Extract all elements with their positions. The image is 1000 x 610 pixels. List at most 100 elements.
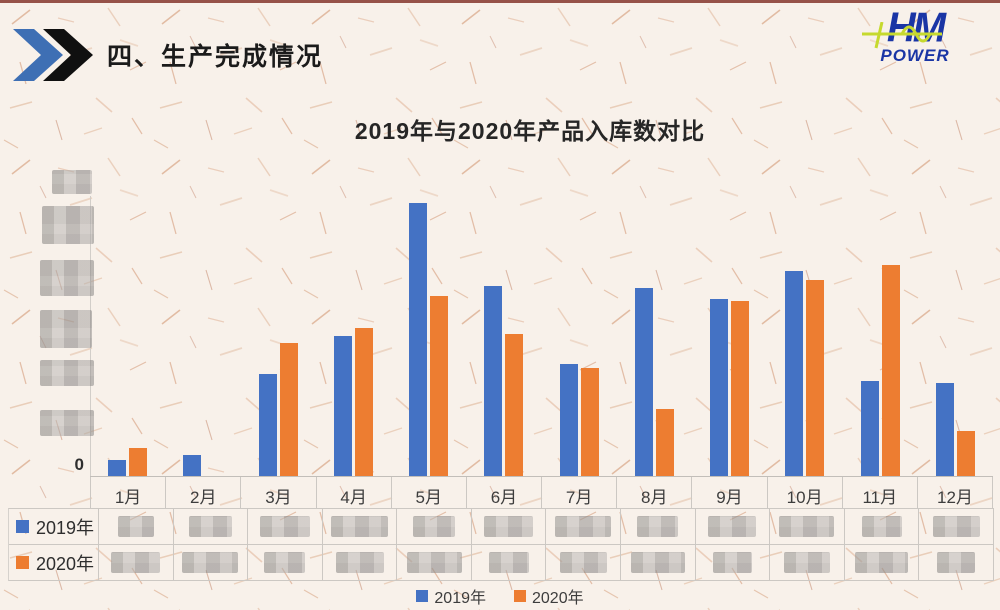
- redacted-value: [932, 516, 980, 537]
- table-cell-redacted: [247, 509, 322, 544]
- table-cell-redacted: [172, 545, 248, 580]
- bar-2019年-12月: [935, 383, 954, 476]
- y-axis-line: [90, 196, 91, 476]
- bar-2020年-6月: [505, 334, 524, 476]
- slide-header: 四、生产完成情况 HM POWER: [0, 0, 1000, 95]
- bar-2019年-9月: [710, 299, 729, 476]
- redacted-value: [779, 516, 835, 537]
- category-group: [542, 196, 617, 476]
- bar-2019年-2月: [183, 455, 202, 476]
- x-axis-label: 2月: [165, 477, 240, 508]
- table-cell-redacted: [918, 545, 994, 580]
- bar-2019年-6月: [484, 286, 503, 476]
- bar-2019年-11月: [860, 381, 879, 476]
- bar-2020年-7月: [580, 368, 599, 476]
- redacted-value: [259, 516, 310, 537]
- x-axis-label: 6月: [465, 477, 541, 508]
- table-row: 2019年: [9, 509, 994, 544]
- legend-key-icon: [514, 590, 526, 602]
- redacted-value: [188, 516, 232, 537]
- bar-2019年-7月: [559, 364, 578, 476]
- x-axis-label: 4月: [315, 477, 391, 508]
- bar-2020年-5月: [430, 296, 449, 476]
- category-group: [90, 196, 165, 476]
- table-cell-redacted: [843, 509, 919, 544]
- x-axis-label: 3月: [240, 477, 315, 508]
- y-axis-zero-label: 0: [74, 455, 84, 474]
- category-group: [316, 196, 391, 476]
- redacted-value: [708, 516, 757, 537]
- bar-2019年-3月: [258, 374, 277, 476]
- category-group: [391, 196, 466, 476]
- bar-2019年-5月: [409, 203, 428, 476]
- table-cell-redacted: [918, 509, 994, 544]
- redacted-value: [555, 516, 612, 537]
- redacted-value: [783, 552, 830, 573]
- redacted-y-tick: [40, 260, 94, 296]
- bar-2019年-10月: [785, 271, 804, 476]
- redacted-value: [413, 516, 456, 537]
- bar-chart-plot-area: [90, 196, 993, 476]
- redacted-value: [331, 516, 389, 537]
- redacted-value: [182, 552, 239, 573]
- x-axis-line: [90, 476, 993, 477]
- x-axis-label: 9月: [691, 477, 766, 508]
- bar-2020年-11月: [881, 265, 900, 476]
- redacted-y-tick: [40, 310, 92, 348]
- bar-2020年-12月: [956, 431, 975, 476]
- category-group: [617, 196, 692, 476]
- table-row-label: 2019年: [36, 517, 95, 538]
- table-cell-redacted: [98, 509, 173, 544]
- redacted-y-tick: [42, 206, 94, 244]
- table-cell-redacted: [769, 509, 844, 544]
- category-group: [692, 196, 767, 476]
- table-cell-redacted: [769, 545, 844, 580]
- table-cell-redacted: [620, 545, 695, 580]
- redacted-value: [630, 552, 685, 573]
- table-row-header: 2019年: [9, 509, 98, 544]
- x-axis-label: 10月: [766, 477, 842, 508]
- table-cell-redacted: [694, 509, 770, 544]
- table-cell-redacted: [396, 509, 471, 544]
- bar-2020年-10月: [806, 280, 825, 476]
- table-cell-redacted: [694, 545, 770, 580]
- table-cell-redacted: [396, 545, 471, 580]
- bar-2020年-8月: [655, 409, 674, 476]
- redacted-value: [117, 516, 154, 537]
- table-cell-redacted: [98, 545, 173, 580]
- table-row-header: 2020年: [9, 545, 98, 580]
- table-cell-redacted: [620, 509, 695, 544]
- table-cell-redacted: [247, 545, 322, 580]
- legend-label: 2019年: [434, 590, 486, 607]
- bar-2020年-9月: [731, 301, 750, 476]
- category-group: [165, 196, 240, 476]
- redacted-value: [488, 552, 529, 573]
- x-axis-label: 1月: [90, 477, 165, 508]
- legend-label: 2020年: [532, 590, 584, 607]
- category-group: [466, 196, 541, 476]
- chart-data-table: 2019年 2020年: [8, 508, 994, 581]
- table-cell-redacted: [470, 509, 546, 544]
- slide-top-edge-line: [0, 0, 1000, 3]
- redacted-value: [111, 552, 161, 573]
- x-axis-label: 5月: [390, 477, 466, 508]
- redacted-value: [335, 552, 384, 573]
- table-cell-redacted: [843, 545, 919, 580]
- x-axis-labels: 1月 2月 3月 4月 5月 6月 7月 8月 9月 10月 11月 12月: [90, 477, 994, 508]
- category-group: [241, 196, 316, 476]
- logo-hm-text: HM: [886, 4, 946, 52]
- redacted-value: [637, 516, 679, 537]
- x-axis-label: 11月: [841, 477, 917, 508]
- bar-2020年-1月: [129, 448, 148, 476]
- redacted-value: [264, 552, 306, 573]
- section-title: 四、生产完成情况: [107, 43, 324, 71]
- x-axis-label: 8月: [616, 477, 691, 508]
- redacted-value: [559, 552, 607, 573]
- redacted-y-tick: [52, 170, 92, 194]
- series-color-key-icon: [16, 556, 29, 569]
- bar-2020年-4月: [354, 328, 373, 476]
- bar-2019年-1月: [108, 460, 127, 476]
- x-axis-label: 7月: [541, 477, 616, 508]
- table-cell-redacted: [321, 509, 397, 544]
